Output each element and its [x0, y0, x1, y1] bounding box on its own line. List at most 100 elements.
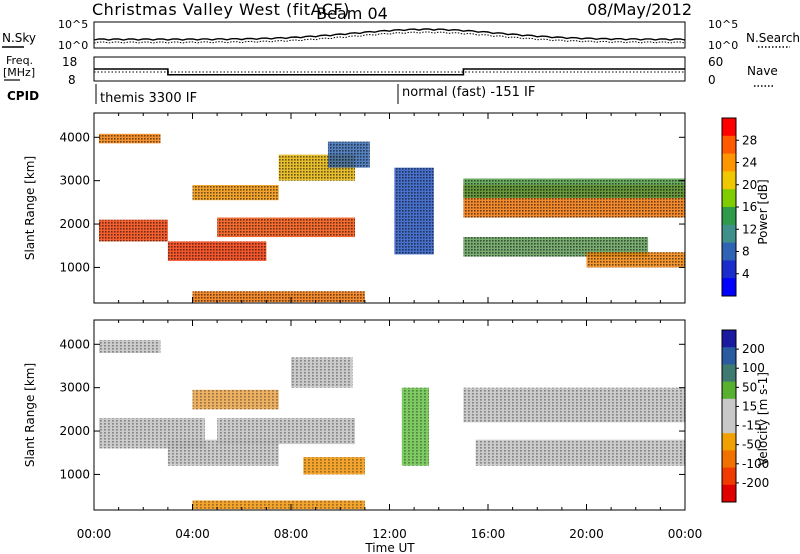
noise-panel: [93, 21, 686, 49]
velocity-colorbar-label-1: 100: [742, 361, 765, 375]
power-ytick-label-3: 4000: [59, 130, 90, 144]
power-ytick-label-0: 1000: [59, 260, 90, 274]
velocity-band-texture-8: [463, 387, 685, 423]
power-colorbar-label-3: 16: [742, 200, 757, 214]
velocity-band-texture-3: [217, 418, 356, 445]
velocity-colorbar-segment-6: [722, 433, 736, 451]
time-axis-label: Time UT: [364, 541, 415, 554]
velocity-ytick-label-3: 4000: [59, 337, 90, 351]
power-y-axis: 1000 2000 3000 4000: [59, 113, 686, 303]
velocity-colorbar-segment-8: [722, 467, 736, 486]
power-colorbar-segment-6: [722, 224, 736, 244]
power-band-texture-9: [463, 178, 685, 199]
velocity-colorbar-label-2: 50: [742, 380, 757, 394]
noise-tick-right-high: 10^5: [708, 18, 738, 31]
velocity-ytick-label-0: 1000: [59, 467, 90, 481]
noise-tick-left-high: 10^5: [58, 18, 88, 31]
power-heatmap: [98, 133, 685, 303]
power-colorbar-segment-7: [722, 242, 736, 261]
power-colorbar-label-2: 20: [742, 178, 757, 192]
power-colorbar-segment-1: [722, 135, 736, 155]
velocity-colorbar-segment-5: [722, 416, 736, 434]
nave-tick-high: 60: [708, 55, 723, 69]
velocity-ytick-label-2: 3000: [59, 381, 90, 395]
nsearch-label: N.Search: [746, 31, 800, 45]
station-title: Christmas Valley West (fitACF): [92, 0, 350, 19]
velocity-colorbar-segment-0: [722, 330, 736, 348]
time-tick-label-5: 20:00: [569, 527, 604, 541]
time-axis: 00:00 04:00 08:00 12:00 16:00 20:00 00:00: [77, 527, 703, 541]
velocity-band-texture-4: [192, 389, 279, 410]
power-band-texture-0: [98, 133, 161, 144]
time-tick-label-0: 00:00: [77, 527, 112, 541]
power-colorbar-segment-3: [722, 171, 736, 190]
velocity-heatmap: [98, 339, 685, 510]
power-band-texture-2: [167, 241, 267, 261]
velocity-band-texture-9: [475, 439, 685, 466]
velocity-colorbar-label-5: -50: [742, 438, 762, 452]
power-colorbar-label-4: 12: [742, 222, 757, 236]
power-band-texture-6: [327, 141, 370, 168]
velocity-colorbar-segment-3: [722, 381, 736, 400]
nsky-label: N.Sky: [2, 31, 36, 45]
time-tick-label-6: 00:00: [668, 527, 703, 541]
velocity-colorbar-label-3: 15: [742, 399, 757, 413]
velocity-y-axis: 1000 2000 3000 4000: [59, 320, 686, 510]
time-tick-label-1: 04:00: [175, 527, 210, 541]
power-colorbar-label-1: 24: [742, 156, 757, 170]
nave-tick-low: 0: [708, 73, 716, 87]
velocity-band-texture-5: [291, 357, 353, 388]
time-tick-label-2: 08:00: [274, 527, 309, 541]
beam-label: Beam 04: [316, 4, 388, 23]
power-ytick-label-2: 3000: [59, 174, 90, 188]
time-tick-label-3: 12:00: [372, 527, 407, 541]
velocity-ylabel: Slant Range [km]: [23, 363, 37, 467]
power-band-texture-1: [98, 219, 168, 242]
power-colorbar-segment-4: [722, 189, 736, 208]
velocity-colorbar-segment-4: [722, 398, 736, 417]
frequency-trace: [94, 68, 685, 76]
power-colorbar-label-0: 28: [742, 133, 757, 147]
velocity-colorbar-segment-1: [722, 347, 736, 365]
noise-tick-left-low: 10^0: [58, 39, 88, 52]
velocity-colorbar-label-6: -100: [742, 457, 769, 471]
velocity-colorbar-frame: [721, 329, 737, 503]
velocity-band-texture-6: [303, 457, 365, 475]
cpid-label: CPID: [7, 89, 39, 103]
nave-label: Nave: [747, 64, 778, 78]
velocity-band-texture-7: [401, 387, 429, 466]
velocity-colorbar-segment-9: [722, 484, 736, 503]
velocity-colorbar-segment-2: [722, 364, 736, 383]
noise-tick-right-low: 10^0: [708, 39, 738, 52]
freq-tick-high: 18: [62, 55, 77, 69]
power-band-texture-4: [192, 185, 279, 201]
freq-label-line2: [MHz]: [3, 66, 35, 79]
time-tick-label-4: 16:00: [471, 527, 506, 541]
power-band-texture-12: [192, 291, 365, 303]
velocity-colorbar-label-4: -15: [742, 419, 762, 433]
power-colorbar: 28 24 20 16 12 8 4: [721, 117, 757, 297]
cpid-segment-themis: themis 3300 IF: [100, 91, 197, 106]
power-colorbar-segment-8: [722, 260, 736, 279]
power-colorbar-label-5: 8: [742, 245, 750, 259]
power-colorbar-segment-2: [722, 153, 736, 172]
power-ytick-label-1: 2000: [59, 217, 90, 231]
nsearch-trace: [93, 31, 686, 44]
power-ylabel: Slant Range [km]: [23, 156, 37, 260]
power-band-texture-11: [586, 252, 685, 268]
nsky-trace: [93, 28, 686, 41]
freq-tick-low: 8: [68, 73, 76, 87]
date-label: 08/May/2012: [587, 0, 692, 19]
velocity-colorbar: 200 100 50 15 -15 -50 -100 -200: [721, 329, 769, 503]
cpid-segment-normal: normal (fast) -151 IF: [402, 85, 535, 100]
velocity-ytick-label-1: 2000: [59, 424, 90, 438]
velocity-colorbar-label: Velocity [m s-1]: [756, 372, 770, 466]
freq-label-line1: Freq.: [6, 54, 33, 67]
power-band-texture-3: [217, 217, 356, 238]
velocity-colorbar-segment-7: [722, 450, 736, 469]
velocity-colorbar-label-7: -200: [742, 476, 769, 490]
power-colorbar-segment-0: [722, 118, 736, 137]
power-colorbar-label: Power [dB]: [756, 179, 770, 244]
power-colorbar-segment-5: [722, 207, 736, 226]
